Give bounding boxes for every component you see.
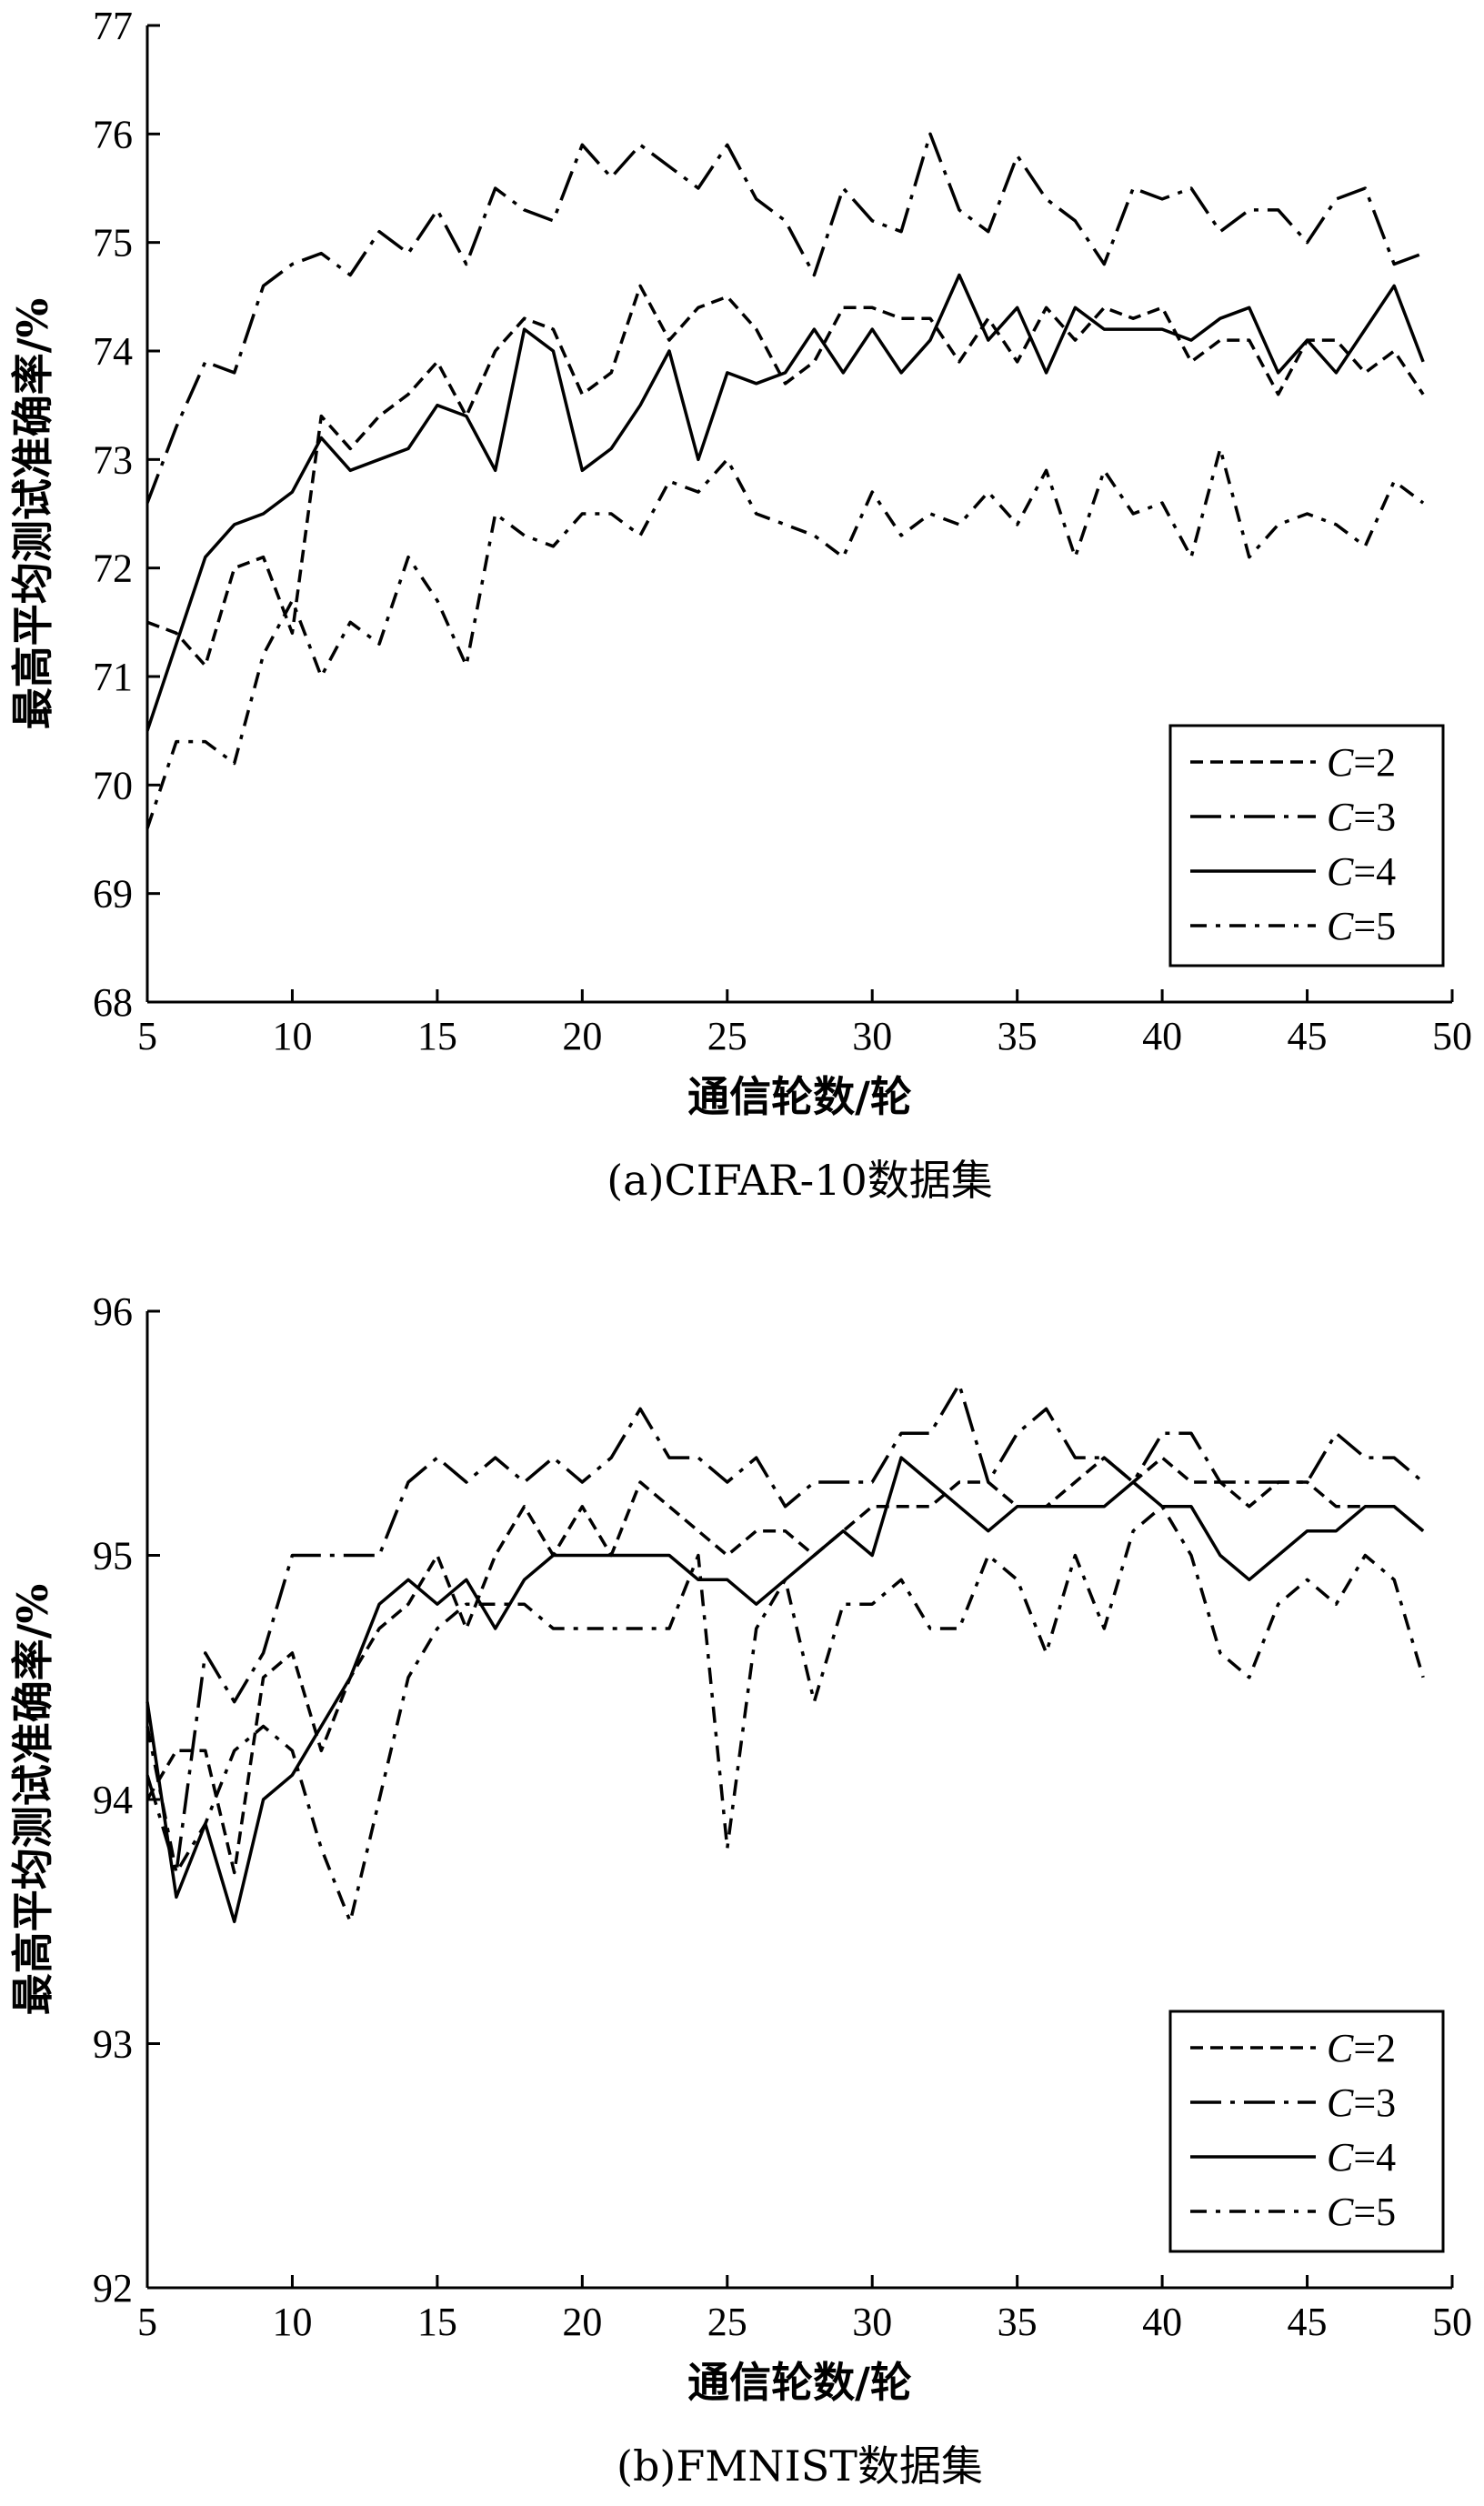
x-axis-title: 通信轮数/轮 bbox=[687, 1072, 912, 1121]
chart-panel-1: 92 93 94 95 96 5 10 15 20 25 30 35 40 45 50 通信轮数/轮 最高平均测… bbox=[8, 1289, 1472, 2491]
series-line-c4 bbox=[145, 1456, 1425, 1924]
y-tick-label: 96 bbox=[93, 1289, 133, 1334]
x-tick-label: 5 bbox=[137, 2300, 157, 2344]
y-tick-label: 71 bbox=[93, 655, 133, 699]
series-line-c5 bbox=[145, 446, 1425, 829]
y-tick-label: 94 bbox=[93, 1778, 133, 1822]
y-tick-label: 92 bbox=[93, 2266, 133, 2311]
series-line-c2 bbox=[145, 1456, 1425, 1875]
x-tick-label: 35 bbox=[998, 2300, 1038, 2344]
legend-label: C=2 bbox=[1327, 2026, 1396, 2070]
x-tick-label: 50 bbox=[1432, 1014, 1472, 1058]
legend-label: C=3 bbox=[1327, 795, 1396, 839]
x-tick-label: 30 bbox=[852, 2300, 892, 2344]
y-tick-label: 76 bbox=[93, 112, 133, 156]
y-tick-label: 69 bbox=[93, 872, 133, 917]
series-line-c3 bbox=[145, 1382, 1425, 1875]
y-tick-label: 93 bbox=[93, 2022, 133, 2067]
x-axis-title: 通信轮数/轮 bbox=[687, 2358, 912, 2407]
x-tick-label: 15 bbox=[417, 2300, 457, 2344]
y-tick-label: 95 bbox=[93, 1534, 133, 1579]
x-tick-label: 40 bbox=[1142, 2300, 1182, 2344]
y-tick-label: 73 bbox=[93, 437, 133, 482]
x-tick-label: 10 bbox=[272, 1014, 312, 1058]
chart-caption: (a)CIFAR-10数据集 bbox=[607, 1156, 993, 1205]
x-tick-label: 45 bbox=[1288, 1014, 1328, 1058]
y-tick-label: 72 bbox=[93, 546, 133, 591]
y-axis-title: 最高平均测试准确率/% bbox=[8, 1584, 57, 2016]
legend-label: C=5 bbox=[1327, 904, 1396, 948]
x-tick-label: 40 bbox=[1142, 1014, 1182, 1058]
x-tick-label: 20 bbox=[562, 1014, 602, 1058]
y-tick-label: 74 bbox=[93, 329, 133, 374]
y-tick-label: 70 bbox=[93, 763, 133, 807]
series-line-c4 bbox=[145, 273, 1425, 732]
x-tick-label: 15 bbox=[417, 1014, 457, 1058]
y-axis-title: 最高平均测试准确率/% bbox=[8, 298, 57, 730]
legend-label: C=2 bbox=[1327, 740, 1396, 785]
series-line-c2 bbox=[146, 284, 1425, 667]
x-tick-label: 5 bbox=[137, 1014, 157, 1058]
y-tick-label: 75 bbox=[93, 221, 133, 266]
series-line-c5 bbox=[145, 1505, 1425, 1924]
x-tick-label: 45 bbox=[1288, 2300, 1328, 2344]
x-tick-label: 35 bbox=[998, 1014, 1038, 1058]
x-tick-label: 25 bbox=[707, 2300, 747, 2344]
legend-label: C=4 bbox=[1327, 849, 1396, 894]
legend-label: C=5 bbox=[1327, 2190, 1396, 2234]
x-tick-label: 30 bbox=[852, 1014, 892, 1058]
chart-panel-0: 68 69 70 71 72 73 74 75 76 77 5 10 15 20 25 30 35 40 45 50 通… bbox=[8, 4, 1472, 1205]
y-tick-label: 68 bbox=[93, 980, 133, 1025]
x-tick-label: 20 bbox=[562, 2300, 602, 2344]
series-line-c3 bbox=[145, 132, 1424, 504]
chart-caption: (b)FMNIST数据集 bbox=[617, 2441, 983, 2491]
legend-label: C=4 bbox=[1327, 2135, 1396, 2180]
y-tick-label: 77 bbox=[93, 4, 133, 48]
x-tick-label: 25 bbox=[707, 1014, 747, 1058]
x-tick-label: 50 bbox=[1432, 2300, 1472, 2344]
legend-label: C=3 bbox=[1327, 2080, 1396, 2125]
x-tick-label: 10 bbox=[272, 2300, 312, 2344]
